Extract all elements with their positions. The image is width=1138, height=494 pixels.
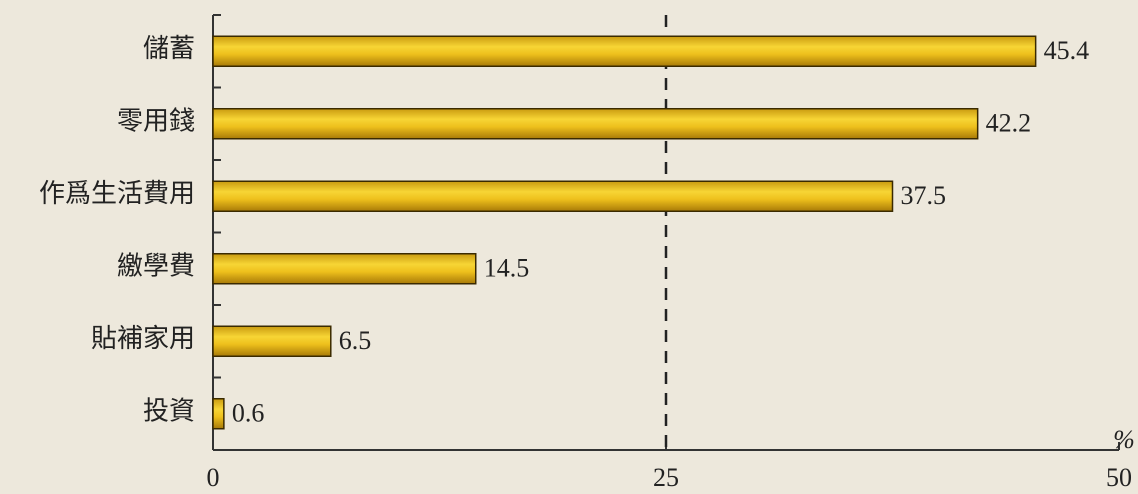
- bar: [212, 108, 979, 140]
- x-tick-label: 25: [653, 463, 679, 492]
- value-label: 45.4: [1044, 36, 1090, 65]
- x-tick-label: 0: [207, 463, 220, 492]
- y-tick-label: 儲蓄: [143, 34, 195, 63]
- bar: [212, 253, 477, 285]
- y-tick-label: 投資: [143, 397, 195, 426]
- bar: [212, 398, 225, 430]
- bar: [212, 325, 332, 357]
- value-label: 42.2: [986, 109, 1032, 138]
- y-tick-label: 繳學費: [117, 252, 195, 281]
- y-tick-label: 貼補家用: [91, 324, 195, 353]
- value-label: 37.5: [901, 181, 947, 210]
- x-axis-label: %: [1113, 425, 1135, 454]
- bar: [212, 35, 1037, 67]
- value-label: 14.5: [484, 254, 530, 283]
- value-label: 6.5: [339, 326, 372, 355]
- y-tick-label: 作爲生活費用: [39, 179, 195, 208]
- bar: [212, 180, 894, 212]
- x-tick-label: 50: [1106, 463, 1132, 492]
- y-tick-label: 零用錢: [117, 107, 195, 136]
- value-label: 0.6: [232, 399, 265, 428]
